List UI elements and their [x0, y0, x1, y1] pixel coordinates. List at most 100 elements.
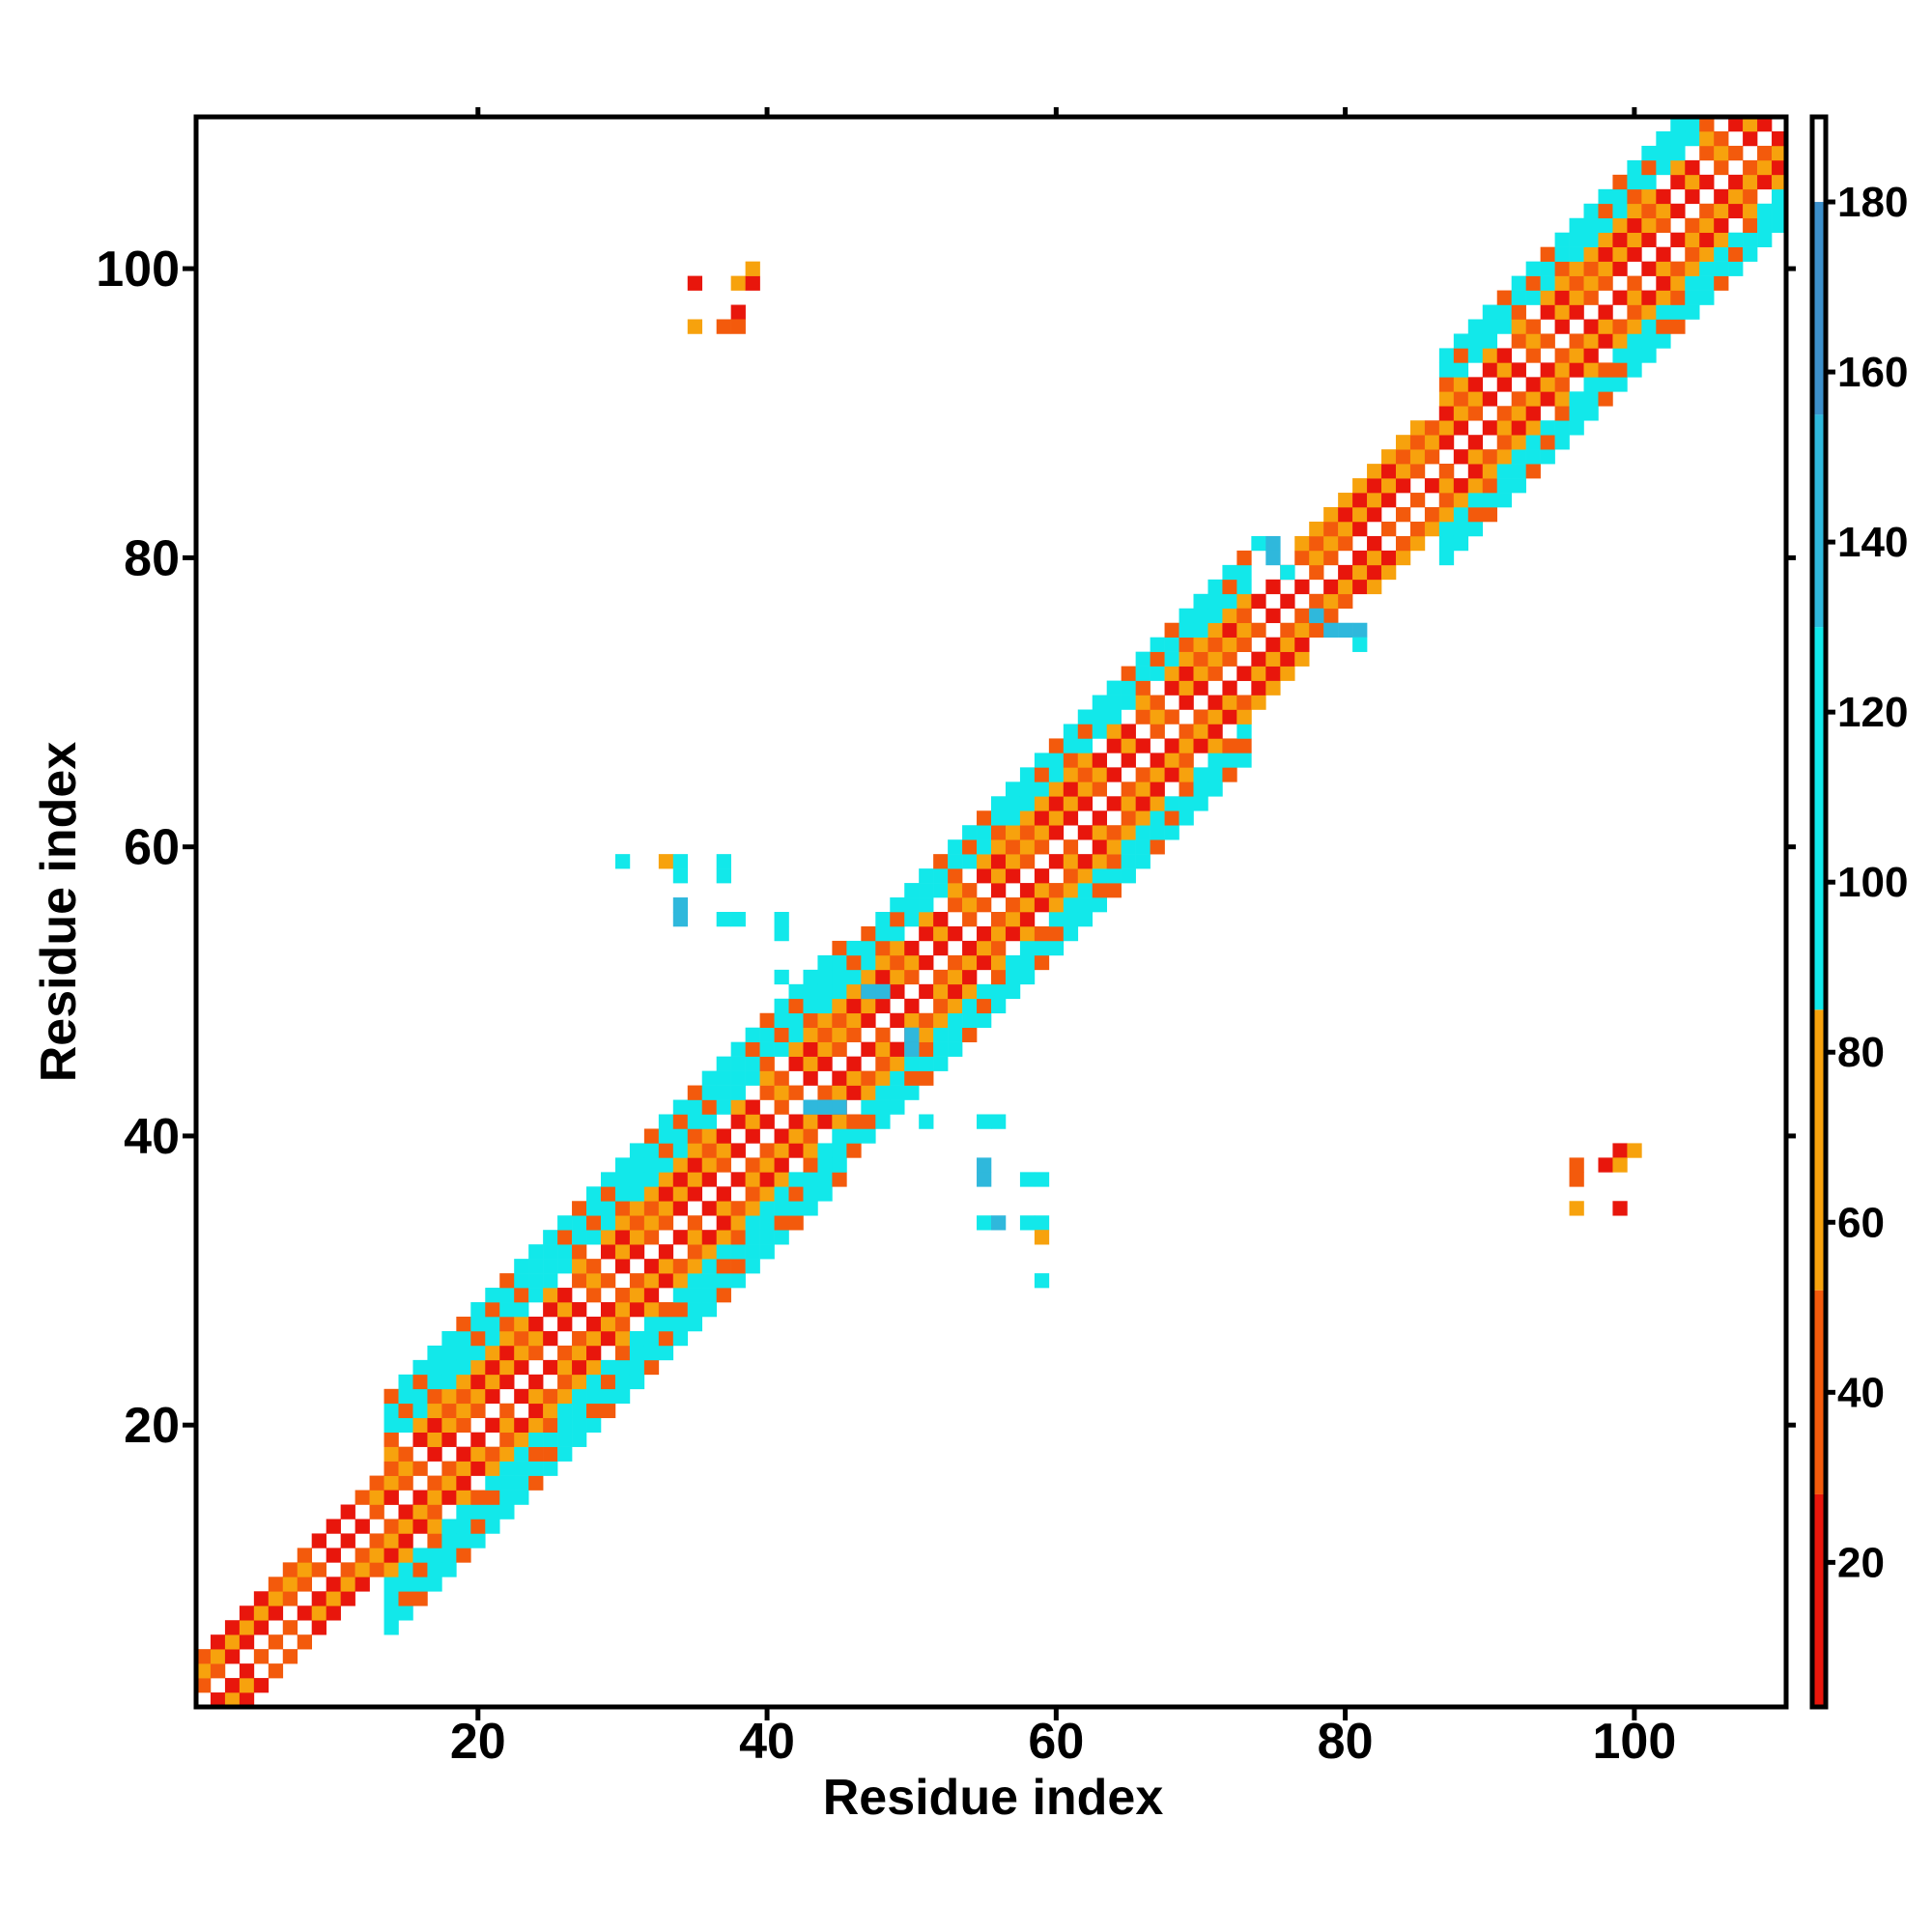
heatmap-cell [615, 1244, 630, 1259]
heatmap-cell [1222, 594, 1236, 609]
heatmap-cell [1078, 738, 1093, 753]
heatmap-cell [1193, 710, 1208, 724]
heatmap-cell [1685, 189, 1699, 204]
heatmap-cell [269, 1605, 283, 1620]
heatmap-cell [1612, 1143, 1627, 1157]
heatmap-cell [803, 1128, 817, 1143]
heatmap-cell [1425, 507, 1439, 522]
heatmap-cell [991, 1114, 1006, 1128]
heatmap-cell [1338, 594, 1352, 609]
heatmap-cell [398, 1548, 412, 1562]
heatmap-cell [962, 912, 977, 926]
heatmap-cell [225, 1634, 240, 1649]
heatmap-cell [514, 1389, 528, 1404]
heatmap-cell [384, 1519, 399, 1533]
heatmap-cell [1612, 348, 1627, 362]
heatmap-cell [528, 1462, 543, 1476]
heatmap-cell [1685, 247, 1699, 262]
heatmap-cell [1064, 724, 1078, 738]
heatmap-cell [427, 1375, 441, 1389]
heatmap-cell [1454, 362, 1468, 377]
heatmap-cell [412, 1491, 427, 1505]
heatmap-cell [803, 999, 817, 1013]
heatmap-cell [528, 1288, 543, 1302]
heatmap-cell [1035, 1215, 1049, 1230]
heatmap-cell [702, 1288, 717, 1302]
heatmap-cell [1294, 623, 1309, 638]
heatmap-cell [832, 1143, 846, 1157]
heatmap-cell [543, 1331, 557, 1346]
heatmap-cell [557, 1259, 572, 1273]
heatmap-cell [688, 1259, 702, 1273]
heatmap-cell [775, 1143, 789, 1157]
heatmap-cell [1064, 926, 1078, 941]
heatmap-cell [846, 970, 861, 984]
heatmap-cell [615, 1317, 630, 1331]
heatmap-cell [1208, 753, 1222, 767]
heatmap-cell [977, 1215, 991, 1230]
heatmap-cell [1555, 435, 1570, 449]
heatmap-cell [355, 1491, 370, 1505]
heatmap-cell [1035, 825, 1049, 839]
heatmap-cell [1208, 580, 1222, 594]
heatmap-cell [760, 1028, 775, 1042]
heatmap-cell [557, 1447, 572, 1462]
heatmap-cell [1670, 262, 1685, 276]
heatmap-cell [1497, 464, 1512, 478]
heatmap-cell [514, 1273, 528, 1288]
heatmap-cell [630, 1375, 644, 1389]
heatmap-cell [1425, 522, 1439, 536]
heatmap-cell [528, 1389, 543, 1404]
heatmap-cell [1179, 652, 1194, 667]
heatmap-cell [1323, 609, 1338, 623]
heatmap-cell [543, 1433, 557, 1447]
heatmap-cell [702, 1128, 717, 1143]
heatmap-cell [1641, 348, 1656, 362]
heatmap-cell [398, 1375, 412, 1389]
heatmap-cell [1439, 507, 1454, 522]
heatmap-cell [817, 1114, 832, 1128]
heatmap-cell [225, 1620, 240, 1634]
heatmap-cell [283, 1649, 298, 1663]
heatmap-cell [1193, 609, 1208, 623]
heatmap-cell [688, 1288, 702, 1302]
heatmap-cell [1107, 696, 1122, 710]
heatmap-cell [1035, 955, 1049, 970]
heatmap-cell [746, 262, 760, 276]
heatmap-cell [1743, 247, 1757, 262]
heatmap-cell [673, 912, 688, 926]
heatmap-cell [312, 1605, 327, 1620]
heatmap-cell [543, 1288, 557, 1302]
heatmap-cell [803, 1201, 817, 1215]
heatmap-cell [1165, 810, 1179, 825]
heatmap-cell [211, 1649, 225, 1663]
heatmap-cell [702, 1071, 717, 1086]
heatmap-cell [1410, 536, 1425, 551]
heatmap-cell [717, 868, 731, 883]
heatmap-cell [1439, 536, 1454, 551]
heatmap-cell [1584, 218, 1599, 233]
heatmap-cell [1122, 796, 1136, 810]
heatmap-cell [1367, 551, 1381, 565]
heatmap-cell [240, 1620, 254, 1634]
heatmap-cell [398, 1505, 412, 1520]
heatmap-cell [861, 941, 875, 955]
heatmap-cell [1728, 262, 1743, 276]
heatmap-cell [962, 955, 977, 970]
heatmap-cell [1497, 420, 1512, 435]
heatmap-cell [485, 1317, 499, 1331]
heatmap-cell [1526, 406, 1541, 420]
heatmap-cell [384, 1462, 399, 1476]
heatmap-cell [1078, 868, 1093, 883]
heatmap-cell [1483, 305, 1497, 320]
heatmap-cell [977, 955, 991, 970]
heatmap-cell [904, 941, 919, 955]
heatmap-cell [557, 1230, 572, 1244]
heatmap-cell [746, 1071, 760, 1086]
heatmap-cell [688, 1114, 702, 1128]
heatmap-cell [1035, 941, 1049, 955]
heatmap-cell [1555, 233, 1570, 247]
heatmap-cell [731, 305, 746, 320]
heatmap-cell [659, 1201, 673, 1215]
